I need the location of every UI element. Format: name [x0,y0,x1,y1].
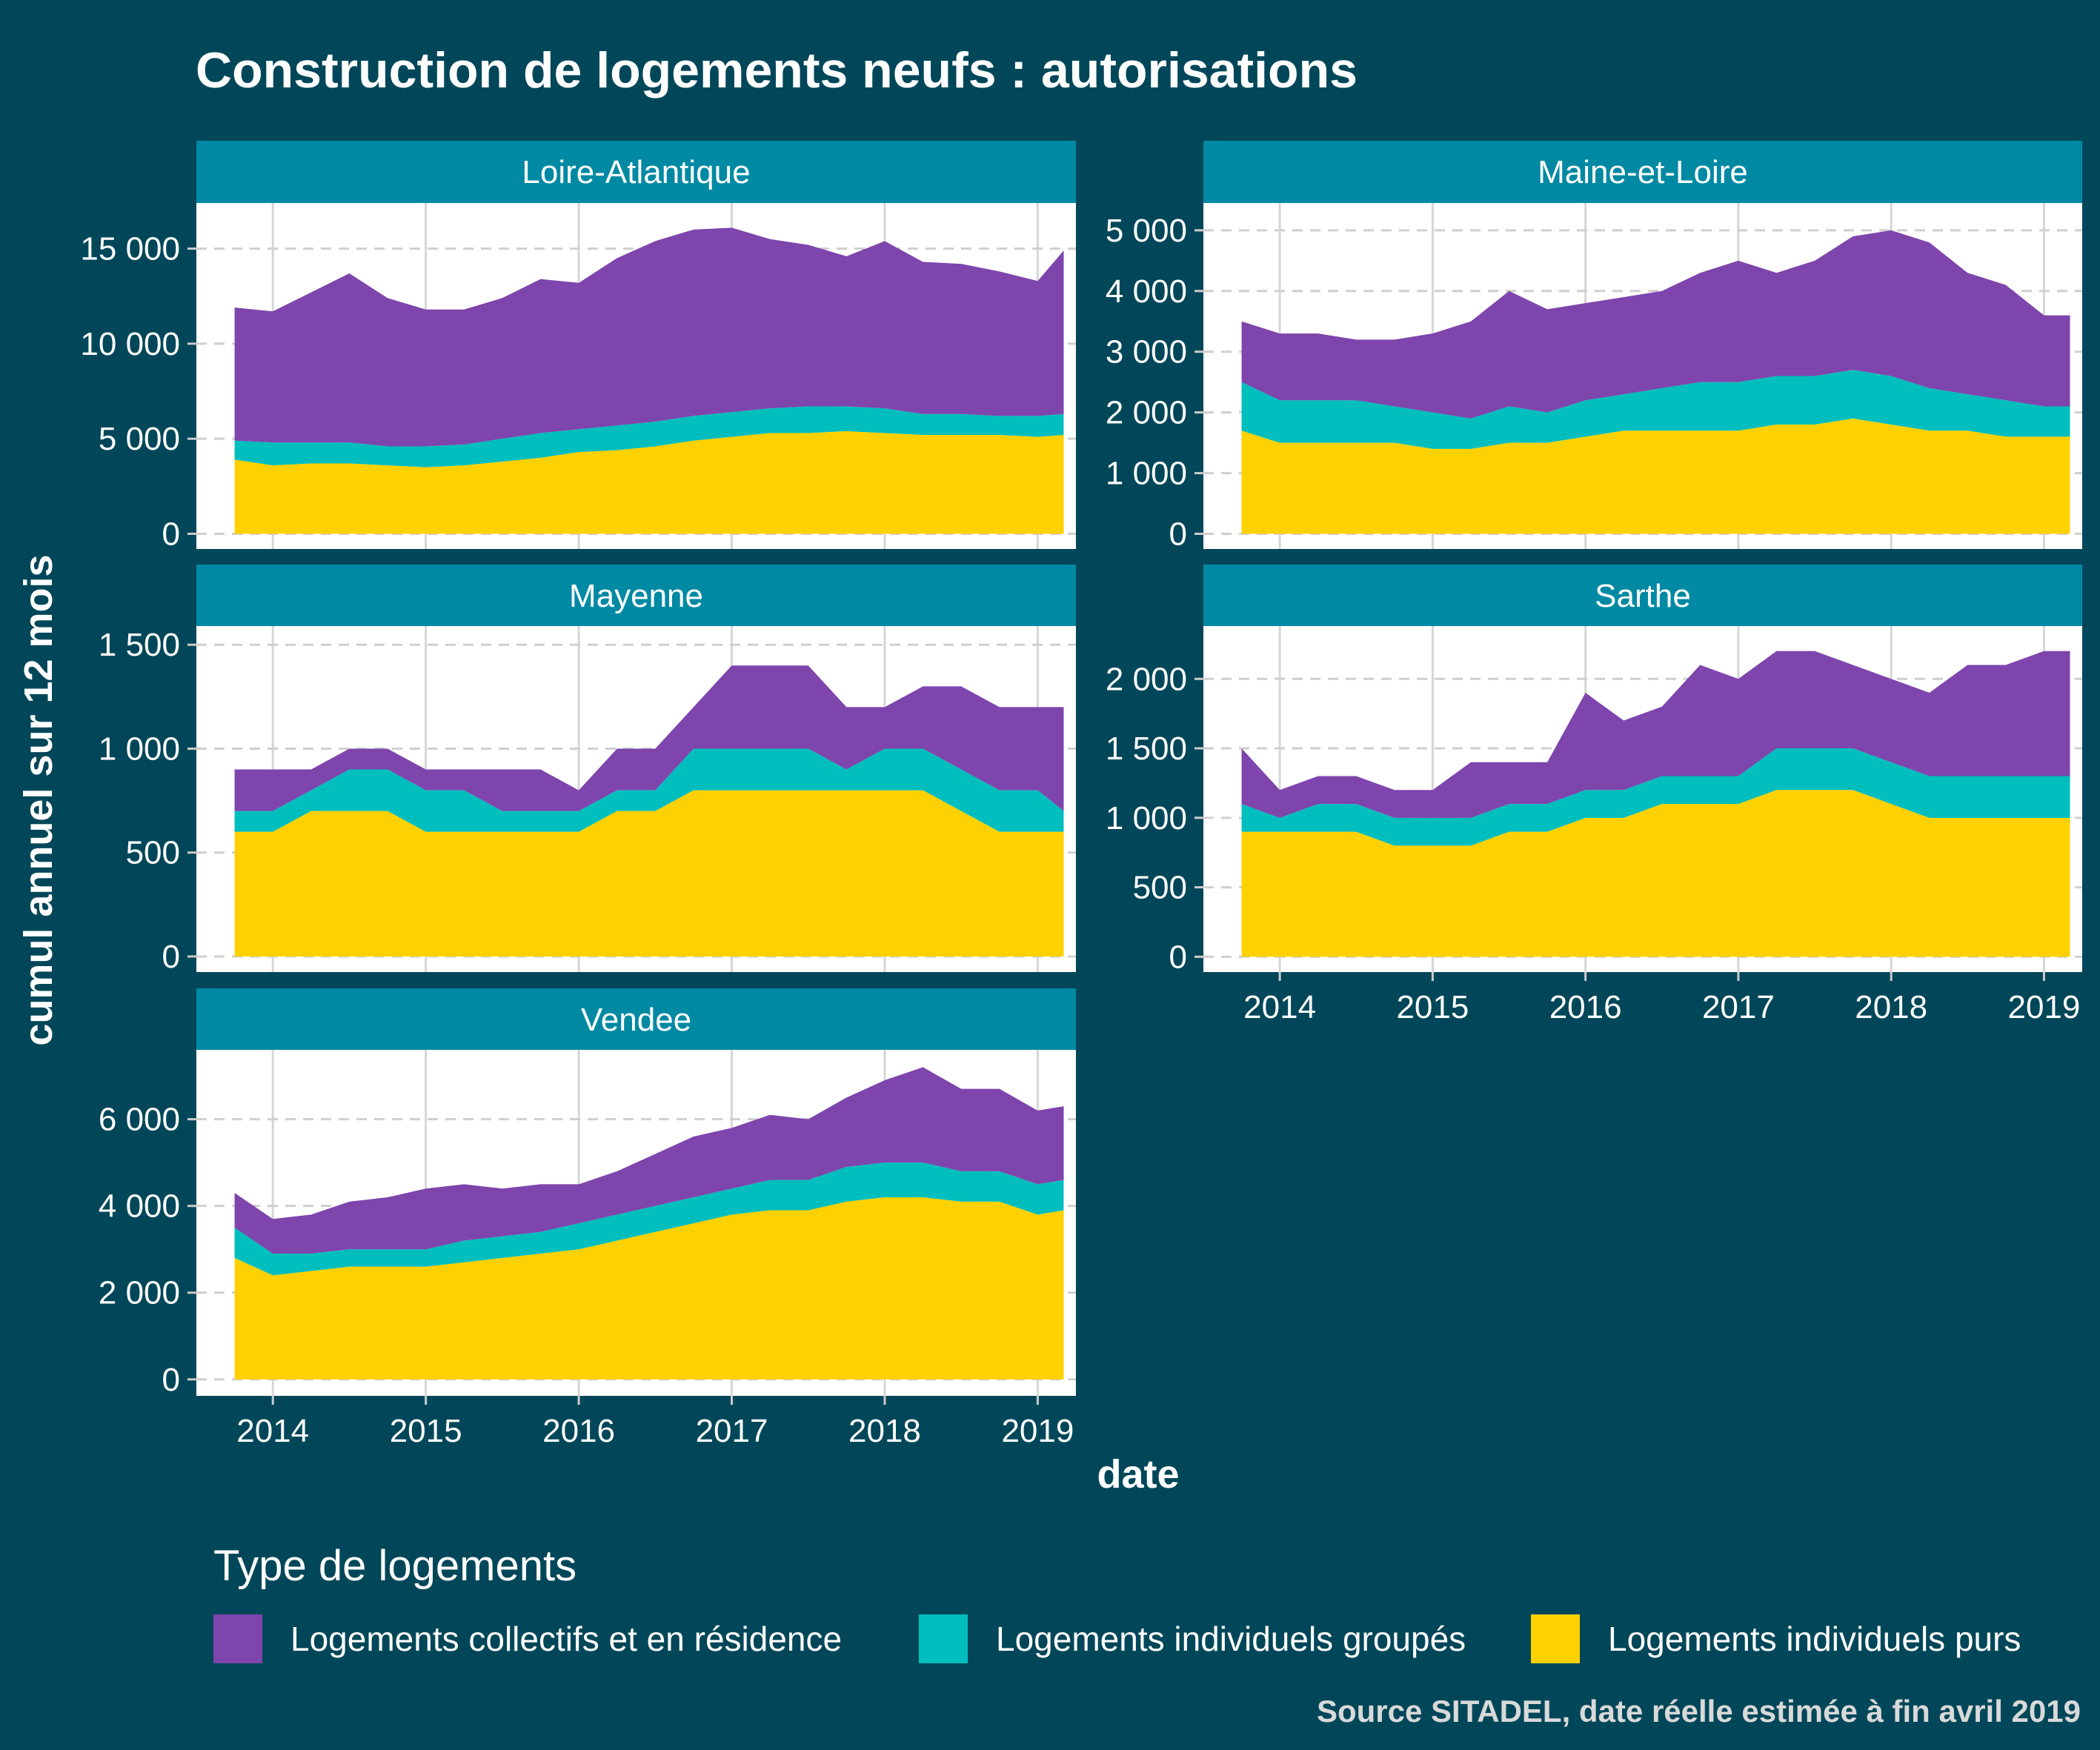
legend-key-collectifs [213,1614,262,1663]
y-tick-label: 10 000 [80,326,180,362]
y-tick-label: 15 000 [80,231,180,267]
legend-label-purs: Logements individuels purs [1608,1620,2021,1658]
area-logements-collectifs-et-en-residence [234,665,1064,811]
y-tick-label: 500 [126,835,180,871]
x-axis-title: date [1097,1452,1179,1497]
y-tick-label: 0 [1169,939,1187,975]
y-tick-label: 4 000 [99,1188,180,1225]
y-tick-label: 1 000 [99,731,180,767]
area-logements-collectifs-et-en-residence [234,227,1064,447]
area-logements-individuels-purs [234,790,1064,956]
y-tick-label: 2 000 [99,1275,180,1311]
area-logements-individuels-groupes [1241,748,2070,846]
x-tick-label: 2015 [390,1413,462,1449]
legend-label-groupes: Logements individuels groupés [996,1620,1466,1658]
legend-item-purs: Logements individuels purs [1531,1614,2021,1663]
strip-sarthe [1203,565,2082,627]
strip-maine-et-loire [1203,141,2082,203]
area-logements-individuels-groupes [1241,370,2070,449]
legend-label-collectifs: Logements collectifs et en résidence [290,1620,843,1658]
y-tick-label: 5 000 [1106,213,1187,249]
strip-vendee [196,988,1076,1051]
x-tick-label: 2016 [542,1413,615,1449]
y-tick-label: 3 000 [1106,334,1187,370]
legend-key-groupes [919,1614,968,1663]
y-tick-label: 2 000 [1106,395,1187,431]
facet-sarthe: Sarthe 0 500 1 000 1 500 2 000 2014 2015 2016 201… [1106,565,2082,1025]
source-caption: Source SITADEL, date réelle estimée à fi… [1316,1694,2081,1729]
facet-maine-et-loire: Maine-et-Loire 0 1 000 2 000 3 000 4 000 5 000 [1106,141,2082,553]
legend-title: Type de logements [213,1542,577,1590]
facet-vendee: Vendee 0 2 000 4 000 6 000 2014 2015 2016 2017 20… [99,988,1076,1449]
facet-mayenne: Mayenne 0 500 1 000 1 500 [99,565,1076,975]
x-tick-label: 2018 [848,1413,921,1449]
x-tick-label: 2017 [696,1413,768,1449]
x-tick-label: 2014 [1243,989,1316,1025]
area-logements-individuels-purs [234,430,1064,534]
y-tick-label: 1 000 [1106,456,1187,492]
area-logements-individuels-purs [1241,790,2070,957]
y-tick-label: 4 000 [1106,273,1187,310]
y-tick-label: 500 [1133,870,1187,906]
area-logements-individuels-purs [234,1197,1064,1380]
facet-loire-atlantique: Loire-Atlantique 0 5 000 10 000 15 000 [80,141,1076,552]
y-axis-title: cumul annuel sur 12 mois [16,554,61,1045]
y-tick-label: 0 [162,939,180,975]
legend-item-collectifs: Logements collectifs et en résidence [213,1614,843,1663]
strip-loire-atlantique [196,141,1076,203]
x-tick-label: 2018 [1855,989,1927,1025]
legend-key-purs [1531,1614,1580,1663]
x-tick-label: 2015 [1396,989,1469,1025]
area-logements-collectifs-et-en-residence [1241,230,2070,419]
y-tick-label: 1 000 [1106,800,1187,836]
y-tick-label: 0 [1169,516,1187,553]
page-title: Construction de logements neufs : autori… [196,42,1358,99]
y-tick-label: 1 500 [99,627,180,663]
y-tick-label: 5 000 [99,421,180,457]
x-tick-label: 2017 [1702,989,1775,1025]
x-tick-label: 2019 [2007,989,2080,1025]
strip-label-mayenne: Mayenne [569,578,703,614]
area-logements-collectifs-et-en-residence [234,1067,1064,1254]
x-tick-label: 2019 [1001,1413,1074,1449]
area-logements-individuels-groupes [234,406,1064,468]
x-tick-label: 2014 [236,1413,309,1449]
strip-label-vendee: Vendee [581,1002,691,1038]
area-logements-collectifs-et-en-residence [1241,651,2070,818]
strip-label-loire-atlantique: Loire-Atlantique [522,154,750,190]
y-tick-label: 0 [162,1362,180,1398]
strip-label-maine-et-loire: Maine-et-Loire [1538,154,1748,190]
y-tick-label: 0 [162,516,180,552]
strip-label-sarthe: Sarthe [1595,578,1691,614]
strip-mayenne [196,565,1076,627]
y-tick-label: 2 000 [1106,661,1187,697]
area-logements-individuels-groupes [234,1162,1064,1276]
legend-item-groupes: Logements individuels groupés [919,1614,1466,1663]
y-tick-label: 1 500 [1106,731,1187,767]
y-tick-label: 6 000 [99,1102,180,1138]
area-logements-individuels-purs [1241,418,2070,534]
x-tick-label: 2016 [1549,989,1622,1025]
